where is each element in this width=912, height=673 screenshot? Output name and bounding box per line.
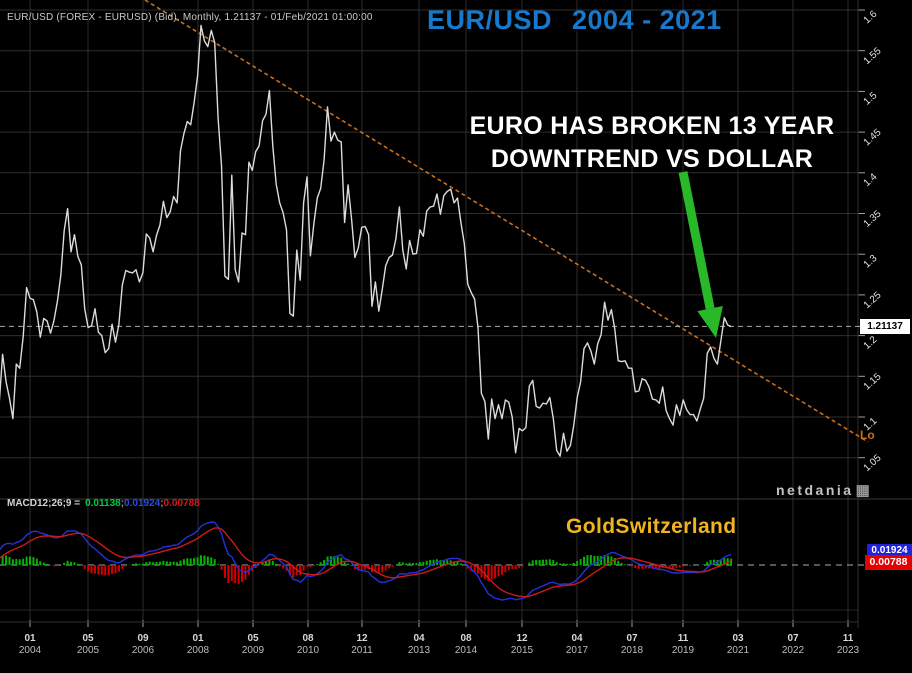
x-axis-year-label: 2015 [511, 645, 534, 656]
x-axis-year-label: 2011 [351, 645, 373, 656]
annotation-line1: EURO HAS BROKEN 13 YEAR [469, 112, 835, 140]
macd-separator: ; [120, 498, 125, 509]
y-axis-price-label: 1.3 [862, 253, 880, 271]
x-axis-month-label: 08 [302, 633, 314, 644]
x-axis-year-label: 2013 [408, 645, 431, 656]
x-axis-year-label: 2023 [837, 645, 860, 656]
x-axis-year-label: 2009 [242, 645, 265, 656]
y-axis-price-label: 1.6 [862, 8, 880, 26]
netdania-logo: netdania ▦ [776, 481, 870, 499]
macd-indicator-header: MACD12;26;9 = 0.01138;0.01924;0.00788 [7, 498, 200, 509]
x-axis-year-label: 2021 [727, 645, 750, 656]
x-axis-year-label: 2022 [782, 645, 805, 656]
x-axis-month-label: 11 [678, 633, 689, 644]
grid-icon: ▦ [855, 482, 870, 499]
x-axis-month-label: 04 [413, 633, 425, 644]
x-axis-year-label: 2005 [77, 645, 100, 656]
macd-signal-value: 0.00788 [163, 498, 200, 509]
y-axis-price-label: 1.5 [862, 90, 880, 108]
macd-histogram-value: 0.01138 [85, 498, 121, 509]
x-axis-year-label: 2010 [297, 645, 320, 656]
annotation-line2: DOWNTREND VS DOLLAR [490, 145, 814, 173]
signal-value-badge: 0.00788 [865, 555, 912, 570]
x-axis-month-label: 03 [732, 633, 744, 644]
y-axis-price-label: 1.55 [862, 45, 884, 66]
macd-signal-line [0, 527, 732, 598]
x-axis-month-label: 05 [247, 633, 259, 644]
x-axis-month-label: 01 [24, 633, 36, 644]
x-axis-year-label: 2017 [566, 645, 589, 656]
annotation-arrow-head [697, 306, 723, 338]
chart-title-symbol: EUR/USD [427, 5, 553, 35]
x-axis-month-label: 05 [82, 633, 94, 644]
x-axis-year-label: 2006 [132, 645, 155, 656]
x-axis-year-label: 2019 [672, 645, 695, 656]
trendline-lo-label: Lo [860, 428, 875, 442]
y-axis-price-label: 1.15 [862, 371, 884, 392]
annotation-arrow-shaft [678, 171, 715, 310]
y-axis-price-label: 1.2 [862, 334, 880, 352]
x-axis-month-label: 04 [571, 633, 583, 644]
x-axis-year-label: 2014 [455, 645, 478, 656]
macd-line-value: 0.01924 [124, 498, 161, 509]
macd-value-badge: 0.01924 [867, 544, 912, 557]
downtrend-line [144, 0, 869, 443]
x-axis-month-label: 09 [137, 633, 149, 644]
x-axis-year-label: 2018 [621, 645, 644, 656]
x-axis-month-label: 12 [516, 633, 528, 644]
chart-title: EUR/USD 2004 - 2021 [427, 5, 722, 36]
x-axis-year-label: 2004 [19, 645, 42, 656]
x-axis-month-label: 11 [843, 633, 854, 644]
macd-separator: ; [160, 498, 164, 509]
x-axis-year-label: 2008 [187, 645, 210, 656]
instrument-header: EUR/USD (FOREX - EURUSD) (Bid), Monthly,… [7, 12, 373, 23]
annotation-headline: EURO HAS BROKEN 13 YEAR DOWNTREND VS DOL… [424, 110, 880, 176]
x-axis-month-label: 08 [460, 633, 472, 644]
y-axis-price-label: 1.25 [862, 290, 884, 311]
y-axis-price-label: 1.05 [862, 452, 884, 473]
x-axis-month-label: 07 [787, 633, 799, 644]
price-line [0, 24, 732, 457]
macd-label: MACD12;26;9 = [7, 498, 81, 509]
x-axis-month-label: 01 [192, 633, 204, 644]
x-axis-month-label: 07 [626, 633, 638, 644]
macd-line [0, 521, 732, 601]
current-price-label: 1.21137 [860, 319, 910, 334]
netdania-logo-text: netdania [776, 482, 854, 498]
goldswitzerland-watermark: GoldSwitzerland [566, 515, 737, 538]
x-axis-month-label: 12 [356, 633, 368, 644]
chart-title-range: 2004 - 2021 [572, 5, 722, 35]
y-axis-price-label: 1.35 [862, 208, 884, 229]
